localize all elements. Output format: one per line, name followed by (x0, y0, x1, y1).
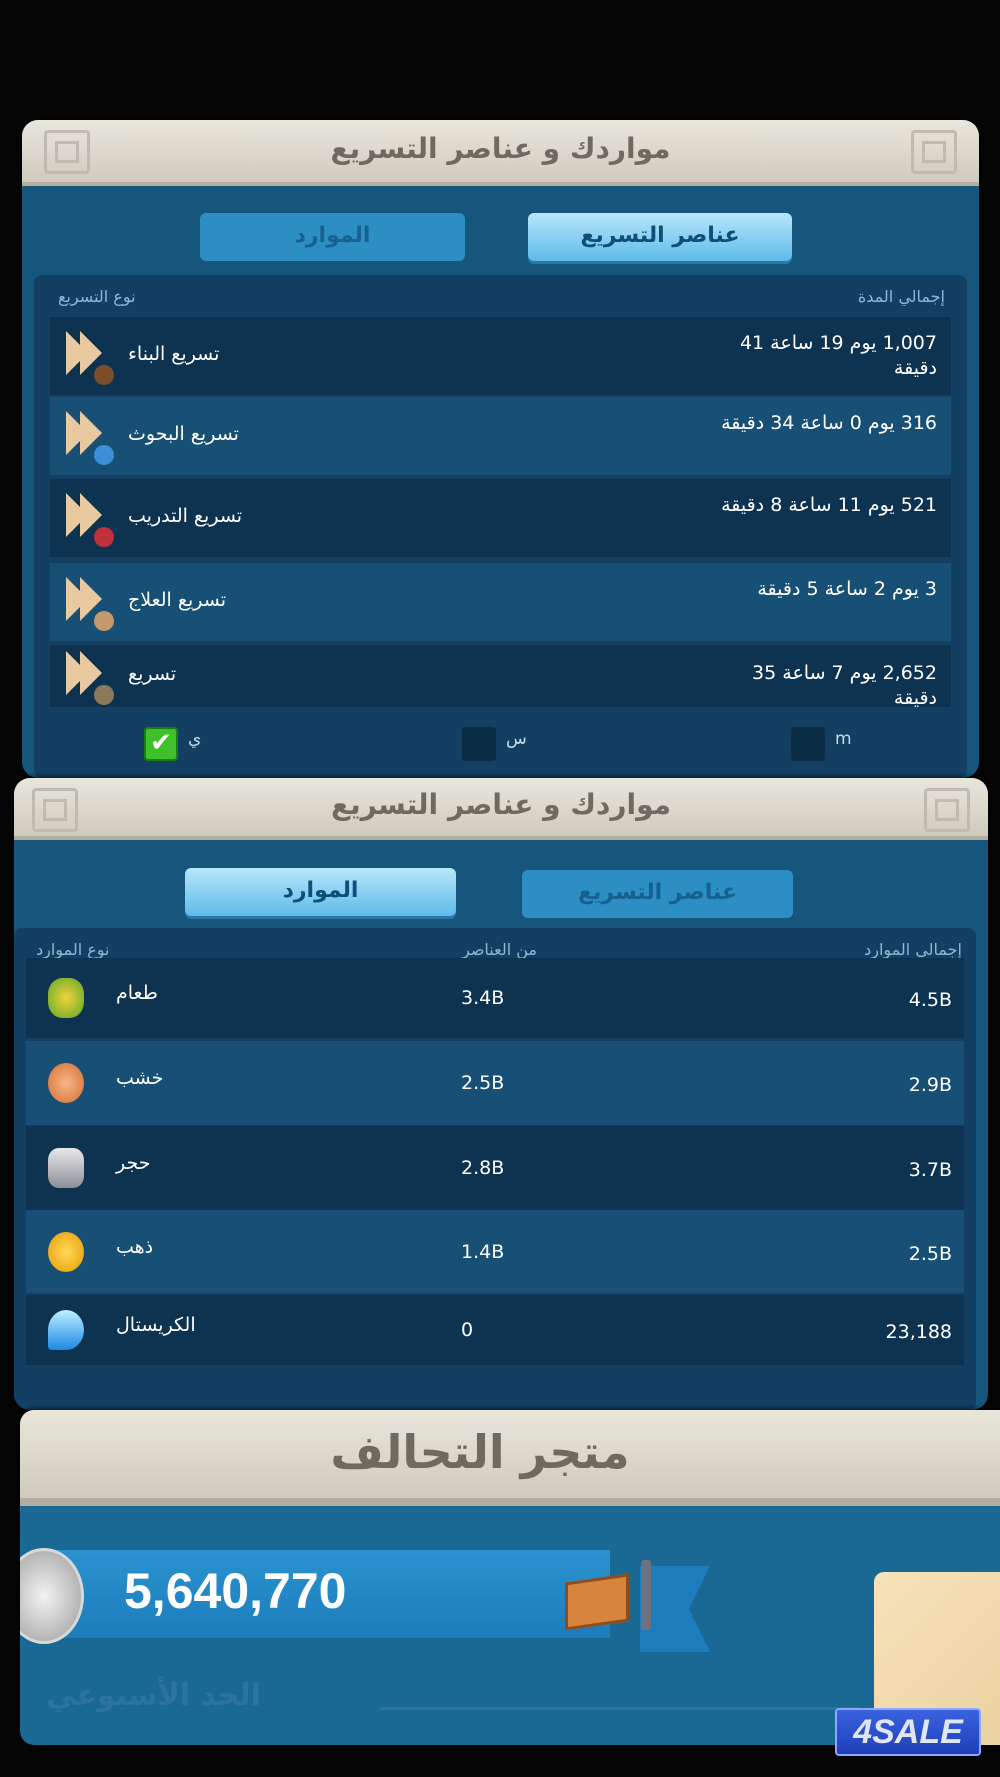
resource-row: طعام 3.4B 4.5B (26, 958, 964, 1038)
crystal-icon (48, 1310, 84, 1350)
speedup-total: 2,652 يوم 7 ساعة 35 دقيقة (752, 662, 937, 709)
panel-header: مواردك و عناصر التسريع (14, 778, 988, 840)
filter-label: ي (188, 729, 202, 749)
resource-total: 2.5B (908, 1242, 952, 1265)
resource-from-items: 3.4B (461, 987, 505, 1009)
log-icon (48, 1063, 84, 1103)
speedup-row: تسريع 2,652 يوم 7 ساعة 35 دقيقة (50, 645, 951, 709)
panel-title: مواردك و عناصر التسريع (331, 788, 671, 821)
speedup-row: تسريع العلاج 3 يوم 2 ساعة 5 دقيقة (50, 563, 951, 641)
resource-row: خشب 2.5B 2.9B (26, 1041, 964, 1125)
column-header-total: إجمالي الموارد (864, 940, 962, 959)
speedup-row: تسريع التدريب 521 يوم 11 ساعة 8 دقيقة (50, 479, 951, 557)
filter-label: m (835, 729, 852, 749)
column-header-items: من العناصر (462, 940, 537, 959)
speedup-total: 316 يوم 0 ساعة 34 دقيقة (721, 412, 937, 434)
shop-cart-icon[interactable] (565, 1560, 651, 1640)
hammer-speedup-icon (62, 327, 114, 385)
resource-name: خشب (116, 1067, 164, 1089)
checkbox-days[interactable]: ✔ (144, 727, 178, 761)
ornament-icon (32, 788, 78, 832)
speedups-panel: مواردك و عناصر التسريع الموارد عناصر الت… (22, 120, 979, 778)
watermark-text: 4SALE (853, 1713, 963, 1751)
ornament-icon (911, 130, 957, 174)
resources-table: نوع الموارد من العناصر إجمالي الموارد طع… (14, 928, 976, 1410)
speedup-name: تسريع التدريب (128, 505, 243, 527)
column-header-type: نوع الموارد (36, 940, 110, 959)
resource-from-items: 2.5B (461, 1072, 505, 1094)
checkbox-minutes[interactable] (791, 727, 825, 761)
resource-total: 2.9B (908, 1074, 952, 1096)
speedup-name: تسريع العلاج (128, 589, 226, 611)
panel-title: مواردك و عناصر التسريع (330, 132, 671, 165)
resource-name: الكريستال (116, 1314, 196, 1336)
resource-name: طعام (116, 982, 158, 1004)
resource-row: ذهب 1.4B 2.5B (26, 1210, 964, 1293)
checkbox-hours[interactable] (462, 727, 496, 761)
panel-header: متجر التحالف (20, 1410, 1000, 1506)
resource-from-items: 0 (461, 1319, 474, 1341)
speedups-table: نوع التسريع إجمالي المدة تسريع البناء 1,… (34, 275, 967, 778)
resource-total: 23,188 (885, 1321, 952, 1343)
bandage-speedup-icon (62, 573, 114, 631)
resource-from-items: 1.4B (461, 1240, 505, 1263)
resource-name: ذهب (116, 1235, 154, 1258)
panel-header: مواردك و عناصر التسريع (22, 120, 979, 186)
resource-total: 3.7B (908, 1159, 952, 1181)
speedup-row: تسريع البناء 1,007 يوم 19 ساعة 41 دقيقة (50, 317, 951, 395)
resources-panel: مواردك و عناصر التسريع الموارد عناصر الت… (14, 778, 988, 1410)
tab-resources[interactable]: الموارد (200, 213, 465, 261)
shop-title: متجر التحالف (330, 1425, 630, 1479)
ornament-icon (44, 130, 90, 174)
divider (380, 1707, 860, 1710)
ornament-icon (924, 788, 970, 832)
tab-speedups[interactable]: عناصر التسريع (522, 870, 793, 918)
target-speedup-icon (62, 489, 114, 547)
corn-icon (48, 978, 84, 1018)
filter-label: س (506, 729, 527, 749)
resource-name: حجر (116, 1152, 151, 1174)
flask-speedup-icon (62, 407, 114, 465)
weekly-limit-label: الحد الأسبوعي (46, 1678, 261, 1713)
tab-resources[interactable]: الموارد (185, 868, 456, 916)
stone-icon (48, 1148, 84, 1188)
resource-from-items: 2.8B (461, 1157, 505, 1179)
alliance-shop-panel: متجر التحالف 5,640,770 الحد الأسبوعي (20, 1410, 1000, 1745)
speedup-total: 1,007 يوم 19 ساعة 41 دقيقة (739, 332, 937, 379)
resource-row: حجر 2.8B 3.7B (26, 1126, 964, 1210)
tab-speedups[interactable]: عناصر التسريع (528, 213, 792, 261)
credits-bar (30, 1550, 610, 1638)
speedup-name: تسريع (128, 663, 177, 685)
credits-value: 5,640,770 (124, 1563, 347, 1619)
speedup-total: 3 يوم 2 ساعة 5 دقيقة (757, 578, 937, 600)
speedup-name: تسريع البحوث (128, 423, 239, 445)
watermark-logo: 4SALE (835, 1708, 981, 1756)
speedup-total: 521 يوم 11 ساعة 8 دقيقة (721, 494, 937, 516)
column-header-total: إجمالي المدة (857, 287, 945, 306)
speedup-name: تسريع البناء (128, 343, 220, 365)
gold-coin-icon (48, 1231, 84, 1272)
speedup-row: تسريع البحوث 316 يوم 0 ساعة 34 دقيقة (50, 397, 951, 475)
resource-row: الكريستال 0 23,188 (26, 1295, 964, 1365)
resource-total: 4.5B (908, 989, 952, 1011)
alliance-coin-icon (20, 1548, 84, 1644)
hourglass-speedup-icon (62, 647, 114, 705)
column-header-type: نوع التسريع (58, 287, 136, 306)
